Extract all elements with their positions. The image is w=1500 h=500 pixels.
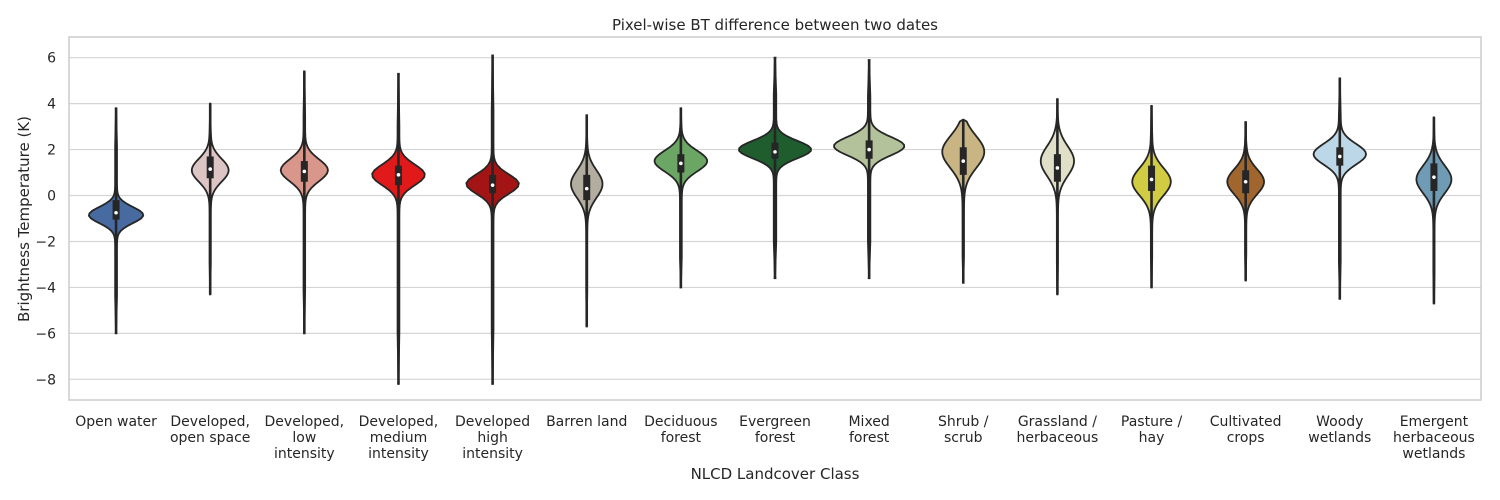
violin-median-dot xyxy=(1055,166,1060,170)
violin-median-dot xyxy=(961,159,966,163)
x-category-label: Grassland / herbaceous xyxy=(1017,414,1099,446)
violin-median-dot xyxy=(114,210,118,215)
violin-group xyxy=(1039,98,1075,296)
x-category-label: Developed, open space xyxy=(170,414,250,446)
violin-median-dot xyxy=(679,161,683,166)
violin-median-dot xyxy=(1432,175,1436,179)
y-tick-label: −4 xyxy=(35,280,56,296)
violin-layer xyxy=(87,54,1453,385)
violin-group xyxy=(1415,116,1453,305)
x-category-label: Mixed forest xyxy=(848,414,889,446)
violin-median-dot xyxy=(867,147,871,152)
violin-median-dot xyxy=(1243,179,1248,184)
x-axis-label: NLCD Landcover Class xyxy=(691,465,860,483)
violin-group xyxy=(1312,77,1367,300)
x-category-label: Developed, low intensity xyxy=(265,414,345,462)
violin-median-dot xyxy=(302,169,307,174)
y-tick-label: 4 xyxy=(47,97,56,113)
y-tick-label: 2 xyxy=(47,143,56,159)
y-tick-label: −2 xyxy=(35,234,56,250)
violin-median-dot xyxy=(773,150,777,154)
violin-group xyxy=(570,114,604,328)
violin-group xyxy=(941,118,986,284)
y-tick-label: 0 xyxy=(47,189,56,205)
x-category-label: Developed high intensity xyxy=(455,414,530,462)
chart-title: Pixel-wise BT difference between two dat… xyxy=(612,16,938,34)
x-category-label: Barren land xyxy=(546,414,627,430)
violin-group xyxy=(1131,105,1172,289)
violin-group xyxy=(371,72,426,385)
x-category-label: Pasture / hay xyxy=(1121,414,1183,446)
violin-group xyxy=(465,54,520,385)
violin-median-dot xyxy=(490,183,495,187)
x-category-label: Shrub / scrub xyxy=(938,414,989,446)
violin-group xyxy=(833,59,906,280)
x-category-label: Evergreen forest xyxy=(739,414,811,446)
x-category-label: Deciduous forest xyxy=(644,414,717,446)
violin-group xyxy=(1226,121,1265,282)
plot-frame xyxy=(68,36,1482,401)
violin-median-dot xyxy=(1338,154,1342,159)
x-category-label: Woody wetlands xyxy=(1308,414,1371,446)
y-tick-label: 6 xyxy=(47,51,56,67)
violin-median-dot xyxy=(1149,177,1154,182)
y-axis-label: Brightness Temperature (K) xyxy=(15,116,33,322)
x-category-label: Cultivated crops xyxy=(1210,414,1282,446)
y-tick-labels: 6 4 2 0 −2 −4 −6 −8 xyxy=(35,51,56,389)
violin-group xyxy=(190,102,230,296)
violin-group xyxy=(279,70,329,335)
y-tick-label: −6 xyxy=(35,326,56,342)
violin-group xyxy=(87,107,145,335)
violin-median-dot xyxy=(584,186,589,191)
violin-group xyxy=(653,107,709,289)
x-category-labels: Open water Developed, open space Developed,… xyxy=(75,414,1475,462)
x-category-label: Emergent herbaceous wetlands xyxy=(1393,414,1475,462)
x-category-label: Open water xyxy=(75,414,157,430)
y-tick-label: −8 xyxy=(35,372,56,388)
x-category-label: Developed, medium intensity xyxy=(359,414,439,462)
violin-median-dot xyxy=(208,167,212,171)
violin-median-dot xyxy=(396,173,401,177)
violin-group xyxy=(738,56,812,280)
